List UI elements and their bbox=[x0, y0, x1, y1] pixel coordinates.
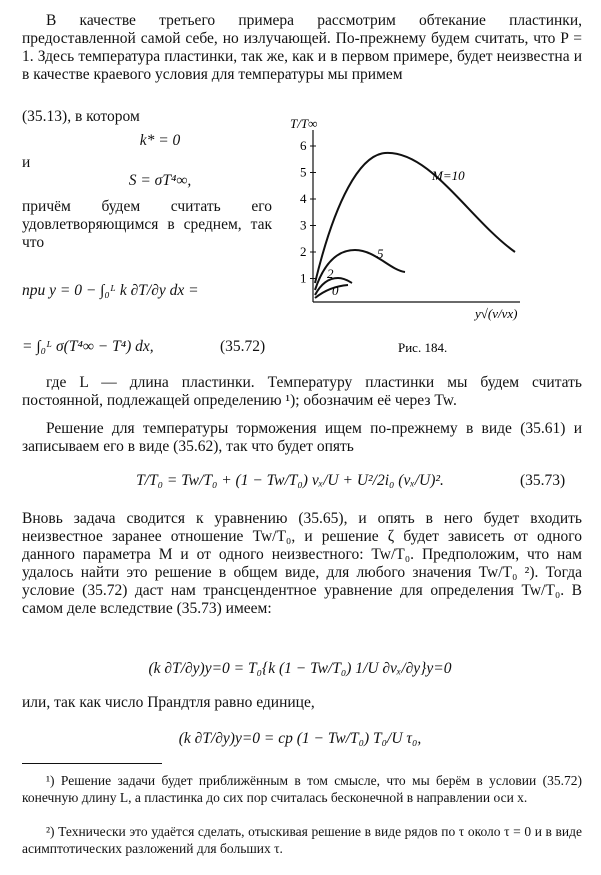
y-tick-label: 6 bbox=[300, 138, 307, 153]
y-tick-label: 4 bbox=[300, 191, 307, 206]
equation: (k ∂T/∂y)y=0 = T₀{k (1 − Tw/T₀) 1/U ∂vₓ/… bbox=[148, 660, 452, 677]
paragraph: Вновь задача сводится к уравнению (35.65… bbox=[22, 510, 582, 617]
paragraph: где L — длина пластинки. Температуру пла… bbox=[22, 374, 582, 409]
equation-number: (35.73) bbox=[520, 472, 566, 489]
curve-label: 0 bbox=[332, 283, 339, 298]
equation: T/T₀ = Tw/T₀ + (1 − Tw/T₀) vₓ/U + U²/2i₀… bbox=[136, 472, 444, 489]
curve-label: M=10 bbox=[431, 168, 465, 183]
paragraph: (35.13), в котором bbox=[22, 108, 140, 125]
equation: при y = 0 − ∫₀ᴸ k ∂T/∂y dx = bbox=[22, 282, 199, 299]
figure: T/T∞ y√(v/νx) M=10 5 2 0 1 2 3 4 5 6 Рис. 184… bbox=[290, 116, 520, 355]
y-tick-label: 1 bbox=[300, 271, 307, 286]
equation-number: (35.72) bbox=[220, 338, 266, 355]
curve bbox=[314, 151, 516, 284]
figure-caption: Рис. 184. bbox=[398, 340, 447, 355]
curve-label: 5 bbox=[377, 246, 384, 261]
paragraph: и bbox=[22, 154, 31, 171]
curve bbox=[314, 276, 353, 296]
equation: = ∫₀ᴸ σ(T⁴∞ − T⁴) dx, bbox=[22, 338, 154, 355]
curve-label: 2 bbox=[327, 266, 334, 281]
y-tick-label: 5 bbox=[300, 165, 307, 180]
y-tick-label: 3 bbox=[300, 218, 307, 233]
paragraph: В качестве третьего примера рассмотрим о… bbox=[22, 12, 582, 83]
curve bbox=[314, 248, 406, 291]
paragraph: или, так как число Прандтля равно единиц… bbox=[22, 694, 315, 711]
formula: S = σT⁴∞, bbox=[128, 172, 192, 189]
footnote: ¹) Решение задачи будет приближённым в т… bbox=[22, 773, 582, 805]
y-tick-label: 2 bbox=[300, 244, 307, 259]
y-axis-label: T/T∞ bbox=[290, 116, 317, 131]
paragraph: Решение для температуры торможения ищем … bbox=[22, 420, 582, 455]
equation: (k ∂T/∂y)y=0 = cp (1 − Tw/T₀) T₀/U τ₀, bbox=[178, 730, 422, 747]
paragraph: причём будем считать его удовлетворяющим… bbox=[22, 198, 272, 251]
curve bbox=[314, 284, 349, 299]
x-axis-label: y√(v/νx) bbox=[473, 306, 518, 321]
footnote: ²) Технически это удаётся сделать, отыск… bbox=[22, 824, 582, 856]
footnote-rule bbox=[22, 763, 162, 764]
formula: k* = 0 bbox=[139, 132, 181, 149]
figure-plot: T/T∞ y√(v/νx) M=10 5 2 0 1 2 3 4 5 6 bbox=[290, 116, 520, 321]
